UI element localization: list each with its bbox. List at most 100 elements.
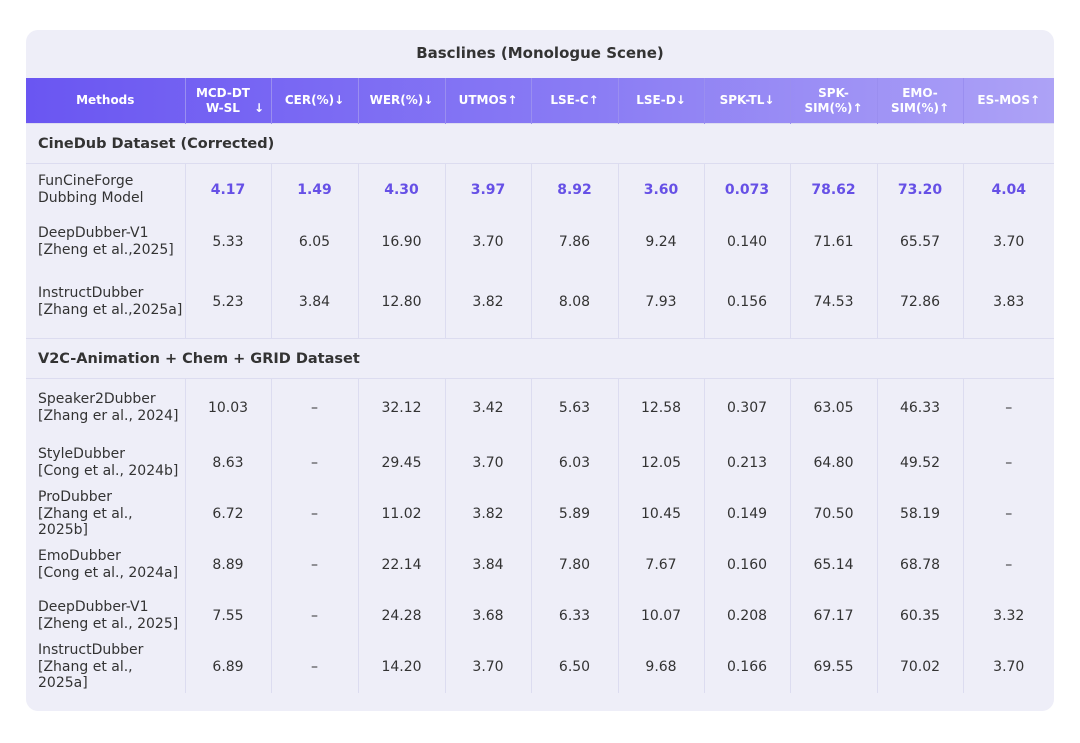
results-table: Methods MCD-DTW-SL ↓ CER(%)↓ WER(%)↓ UTMOS↑ LS… <box>26 78 1054 693</box>
column-header: Methods <box>26 78 186 124</box>
column-header: LSE-C↑ <box>531 78 619 124</box>
value-cell: 64.80 <box>790 437 878 489</box>
method-cell: Speaker2Dubber [Zhang er al., 2024] <box>26 378 186 438</box>
value-cell: 69.55 <box>790 641 878 693</box>
value-cell: 14.20 <box>358 641 446 693</box>
value-cell: 0.166 <box>704 641 791 693</box>
value-cell: 16.90 <box>358 216 446 267</box>
value-cell: – <box>1005 400 1013 417</box>
value-cell: 0.073 <box>704 163 791 217</box>
value-cell: 8.08 <box>531 266 619 339</box>
column-label: WER(%) <box>369 93 424 107</box>
value-cell: 5.63 <box>531 378 619 438</box>
value-cell: 5.89 <box>531 488 619 540</box>
arrow-down-icon: ↓ <box>334 93 345 107</box>
value-cell: 3.70 <box>993 659 1025 675</box>
value-cell: – <box>271 641 359 693</box>
arrow-down-icon: ↓ <box>675 93 686 107</box>
value-cell: 4.30 <box>358 163 446 217</box>
method-line: ProDubber <box>38 488 113 505</box>
value-cell: 8.89 <box>185 539 272 591</box>
value-cell: 6.03 <box>531 437 619 489</box>
column-label: MCD-DTW-SL <box>195 85 250 115</box>
results-table-card: Basclines (Monologue Scene) Methods MCD-D… <box>26 30 1054 711</box>
value-cell: 63.05 <box>790 378 878 438</box>
value-cell: 0.213 <box>704 437 791 489</box>
value-cell: 3.70 <box>445 216 532 267</box>
value-cell: 3.84 <box>271 266 359 339</box>
method-cell: StyleDubber [Cong et al., 2024b] <box>26 437 186 489</box>
table-row: Speaker2Dubber [Zhang er al., 2024] 10.03–… <box>26 378 1054 438</box>
column-label: SPK-SIM(%) <box>804 85 853 115</box>
section-row: V2C-Animation + Chem + GRID Dataset <box>26 338 1054 379</box>
value-cell: 11.02 <box>358 488 446 540</box>
method-line: FunCineForge <box>38 173 134 190</box>
column-header: SPK-SIM(%)↑ <box>790 78 878 124</box>
arrow-up-icon: ↑ <box>588 93 599 107</box>
method-cell: InstructDubber [Zhang et al.,2025a] <box>26 266 186 339</box>
value-cell: 3.84 <box>445 539 532 591</box>
value-cell: 74.53 <box>790 266 878 339</box>
method-cell: FunCineForge Dubbing Model <box>26 163 186 217</box>
value-cell: 6.05 <box>271 216 359 267</box>
value-cell: 12.05 <box>618 437 705 489</box>
method-line: [Zhang er al., 2024] <box>38 408 179 425</box>
value-cell: 8.63 <box>185 437 272 489</box>
value-cell: 72.86 <box>877 266 964 339</box>
value-cell: 4.04 <box>991 182 1027 199</box>
value-cell: 1.49 <box>271 163 359 217</box>
value-cell: – <box>1005 506 1013 522</box>
arrow-up-icon: ↑ <box>852 100 863 115</box>
value-cell: 22.14 <box>358 539 446 591</box>
method-line: [Cong et al., 2024b] <box>38 463 179 479</box>
value-cell: 6.89 <box>185 641 272 693</box>
method-cell: DeepDubber-V1 [Zheng et al.,2025] <box>26 216 186 267</box>
value-cell: 6.72 <box>185 488 272 540</box>
value-cell: 3.60 <box>618 163 705 217</box>
value-cell: 70.02 <box>877 641 964 693</box>
section-title: V2C-Animation + Chem + GRID Dataset <box>26 338 1054 379</box>
value-cell: 0.307 <box>704 378 791 438</box>
table-row: InstructDubber [Zhang et al., 2025a] 6.89–… <box>26 641 1054 693</box>
value-cell: 9.24 <box>618 216 705 267</box>
column-label: LSE-D <box>636 93 676 107</box>
value-cell: 12.58 <box>618 378 705 438</box>
method-cell: DeepDubber-V1 [Zheng et al., 2025] <box>26 590 186 642</box>
value-cell: 7.67 <box>618 539 705 591</box>
section-title: CineDub Dataset (Corrected) <box>26 123 1054 164</box>
table-row: InstructDubber [Zhang et al.,2025a] 5.23 3.… <box>26 266 1054 339</box>
value-cell: – <box>271 378 359 438</box>
value-cell: 29.45 <box>358 437 446 489</box>
method-line: StyleDubber <box>38 446 125 463</box>
value-cell: 73.20 <box>877 163 964 217</box>
value-cell: 8.92 <box>531 163 619 217</box>
method-line: InstructDubber <box>38 641 144 658</box>
value-cell: 3.82 <box>445 488 532 540</box>
column-header: EMO-SIM(%)↑ <box>877 78 964 124</box>
method-cell: ProDubber [Zhang et al., 2025b] <box>26 488 186 540</box>
value-cell: 78.62 <box>790 163 878 217</box>
value-cell: 0.160 <box>704 539 791 591</box>
column-header: MCD-DTW-SL ↓ <box>185 78 272 124</box>
table-row: ProDubber [Zhang et al., 2025b] 6.72–11.02… <box>26 488 1054 540</box>
method-line: [Zhang et al., 2025a] <box>38 658 133 692</box>
value-cell: 10.45 <box>618 488 705 540</box>
table-row: StyleDubber [Cong et al., 2024b] 8.63–29.4… <box>26 437 1054 489</box>
arrow-up-icon: ↑ <box>938 100 950 115</box>
column-label: Methods <box>76 93 135 107</box>
value-cell: 49.52 <box>877 437 964 489</box>
value-cell: 3.70 <box>445 641 532 693</box>
column-label: ES-MOS <box>977 93 1031 107</box>
value-cell: 60.35 <box>877 590 964 642</box>
column-label: UTMOS <box>458 93 508 107</box>
method-cell: InstructDubber [Zhang et al., 2025a] <box>26 641 186 693</box>
value-cell: 10.03 <box>185 378 272 438</box>
column-header: WER(%)↓ <box>358 78 446 124</box>
method-line: [Zhang et al.,2025a] <box>38 302 183 319</box>
method-line: [Zhang et al., 2025b] <box>38 505 133 539</box>
value-cell: 7.86 <box>531 216 619 267</box>
value-cell: 9.68 <box>618 641 705 693</box>
table-row: DeepDubber-V1 [Zheng et al.,2025] 5.33 6.05… <box>26 216 1054 267</box>
value-cell: – <box>1005 455 1013 471</box>
value-cell: 0.208 <box>704 590 791 642</box>
